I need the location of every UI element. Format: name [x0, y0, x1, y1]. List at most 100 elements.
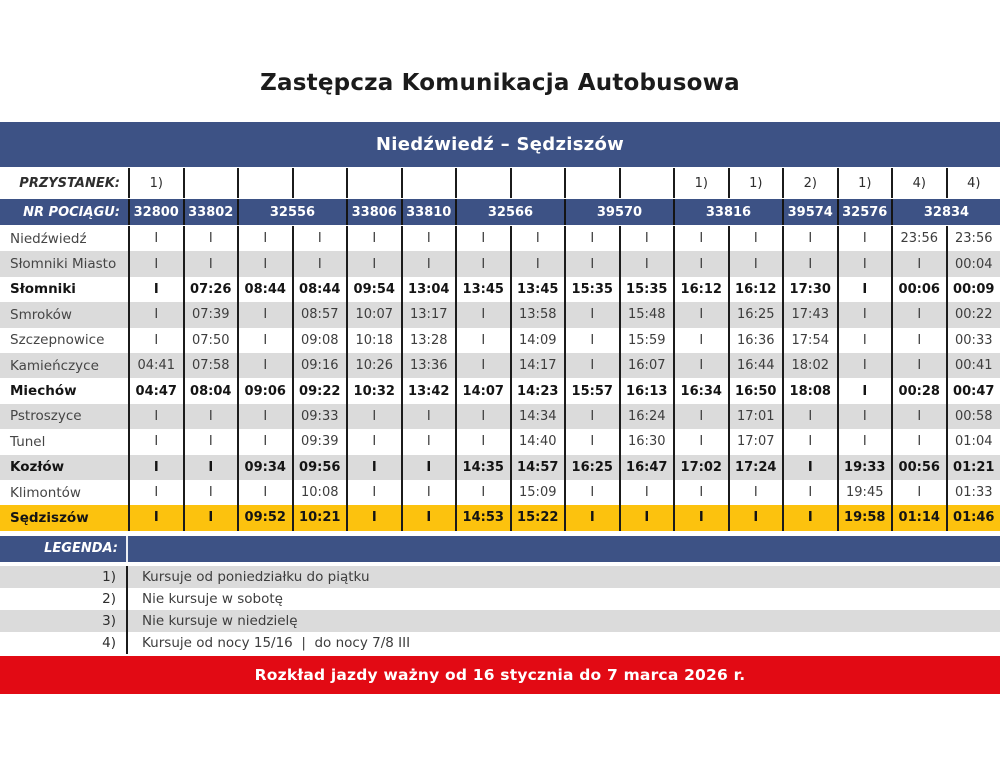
- time-cell: I: [346, 226, 401, 252]
- time-cell: I: [509, 226, 565, 252]
- time-cell: 13:28: [400, 327, 456, 353]
- train-number: 39574: [782, 199, 837, 225]
- stop-annotation: [618, 168, 674, 198]
- time-cell: I: [673, 251, 728, 277]
- time-cell: I: [564, 352, 619, 379]
- time-cell: 14:40: [509, 429, 565, 455]
- time-cell: I: [564, 429, 619, 455]
- time-cell: I: [182, 226, 238, 252]
- station-name: Miechów: [10, 383, 77, 400]
- time-cell: I: [128, 251, 183, 277]
- time-cell: 09:56: [291, 454, 347, 480]
- time-cell: 09:34: [237, 454, 292, 480]
- station-row: Kamieńczyce 04:41 07:58 I 09:16 10:26 13:36 I 14…: [0, 352, 1000, 379]
- station-name: Pstroszyce: [10, 408, 82, 425]
- time-cell: 00:33: [945, 327, 1000, 353]
- time-cell: I: [564, 505, 619, 531]
- station-row: Miechów 04:47 08:04 09:06 09:22 10:32 13:42 14:…: [0, 378, 1000, 404]
- stop-annotation: [455, 168, 510, 198]
- stop-annotation: [237, 168, 292, 198]
- station-name: Słomniki: [10, 281, 76, 298]
- time-cell: I: [727, 505, 783, 531]
- time-cell: I: [836, 429, 892, 455]
- time-cell: I: [836, 226, 892, 252]
- time-cell: 09:16: [291, 352, 347, 379]
- time-cell: 23:56: [891, 226, 946, 252]
- station-name: Kamieńczyce: [10, 357, 99, 374]
- time-cell: I: [891, 403, 946, 430]
- time-cell: 13:45: [455, 276, 510, 303]
- train-number: 33816: [673, 199, 782, 225]
- time-cell: 16:25: [564, 454, 619, 480]
- time-cell: 19:45: [836, 479, 892, 506]
- time-cell: I: [455, 479, 510, 506]
- time-cell: I: [618, 251, 674, 277]
- time-cell: I: [782, 226, 837, 252]
- time-cell: 08:44: [291, 276, 347, 303]
- time-cell: 07:39: [182, 302, 238, 328]
- time-cell: I: [182, 454, 238, 480]
- time-cell: 16:30: [618, 429, 674, 455]
- time-cell: I: [891, 251, 946, 277]
- time-cell: 00:06: [891, 276, 946, 303]
- page-title: Zastępcza Komunikacja Autobusowa: [260, 70, 740, 96]
- time-cell: 13:58: [509, 302, 565, 328]
- stop-annotation: 4): [891, 168, 946, 198]
- time-cell: I: [400, 226, 456, 252]
- validity-footer-bar: Rozkład jazdy ważny od 16 stycznia do 7 …: [0, 655, 1000, 694]
- time-cell: 17:02: [673, 454, 728, 480]
- time-cell: 10:32: [346, 378, 401, 404]
- time-cell: 01:33: [945, 479, 1000, 506]
- time-cell: I: [673, 429, 728, 455]
- time-cell: 09:54: [346, 276, 401, 303]
- time-cell: I: [564, 327, 619, 353]
- time-cell: I: [673, 479, 728, 506]
- time-cell: I: [128, 429, 183, 455]
- time-cell: 17:30: [782, 276, 837, 303]
- legend-item-number: 1): [0, 565, 128, 588]
- stop-annotation: [182, 168, 238, 198]
- time-cell: I: [237, 403, 292, 430]
- time-cell: 14:35: [455, 454, 510, 480]
- legend-item-text: Kursuje od poniedziałku do piątku: [142, 568, 370, 585]
- time-cell: 16:12: [673, 276, 728, 303]
- station-row: Słomniki I 07:26 08:44 08:44 09:54 13:04 13:45 1…: [0, 276, 1000, 303]
- time-cell: 15:48: [618, 302, 674, 328]
- stop-annotation: 4): [945, 168, 1000, 198]
- stop-header-label: PRZYSTANEK:: [19, 175, 120, 191]
- time-cell: I: [618, 505, 674, 531]
- train-number-row: NR POCIĄGU: 32800 33802 32556 33806 33810 325…: [0, 199, 1000, 225]
- time-cell: 00:22: [945, 302, 1000, 328]
- time-cell: I: [618, 226, 674, 252]
- station-name: Smroków: [10, 306, 72, 323]
- time-cell: I: [455, 302, 510, 328]
- time-cell: 15:35: [618, 276, 674, 303]
- time-cell: 14:17: [509, 352, 565, 379]
- time-cell: I: [182, 403, 238, 430]
- station-name: Sędziszów: [10, 509, 89, 526]
- time-cell: I: [128, 479, 183, 506]
- station-name: Szczepnowice: [10, 332, 105, 349]
- time-cell: 01:04: [945, 429, 1000, 455]
- time-cell: 19:58: [836, 505, 892, 531]
- time-cell: I: [237, 226, 292, 252]
- time-cell: I: [237, 302, 292, 328]
- time-cell: I: [400, 251, 456, 277]
- time-cell: I: [455, 251, 510, 277]
- time-cell: 18:08: [782, 378, 837, 404]
- time-cell: I: [346, 251, 401, 277]
- legend-item-number: 2): [0, 587, 128, 610]
- legend-item: 1) Kursuje od poniedziałku do piątku: [0, 565, 1000, 588]
- time-cell: 10:08: [291, 479, 347, 506]
- train-header-label: NR POCIĄGU:: [23, 204, 120, 220]
- time-cell: I: [128, 454, 183, 480]
- time-cell: 16:50: [727, 378, 783, 404]
- time-cell: I: [891, 352, 946, 379]
- time-cell: I: [237, 479, 292, 506]
- timetable: PRZYSTANEK: 1) 1) 1) 2) 1) 4) 4) NR POCIĄGU: 3…: [0, 168, 1000, 694]
- time-cell: I: [564, 403, 619, 430]
- time-cell: 17:07: [727, 429, 783, 455]
- time-cell: I: [128, 226, 183, 252]
- time-cell: 01:14: [891, 505, 946, 531]
- station-row: Niedźwiedź I I I I I I I I I I I I I I 23:56 23:56: [0, 226, 1000, 252]
